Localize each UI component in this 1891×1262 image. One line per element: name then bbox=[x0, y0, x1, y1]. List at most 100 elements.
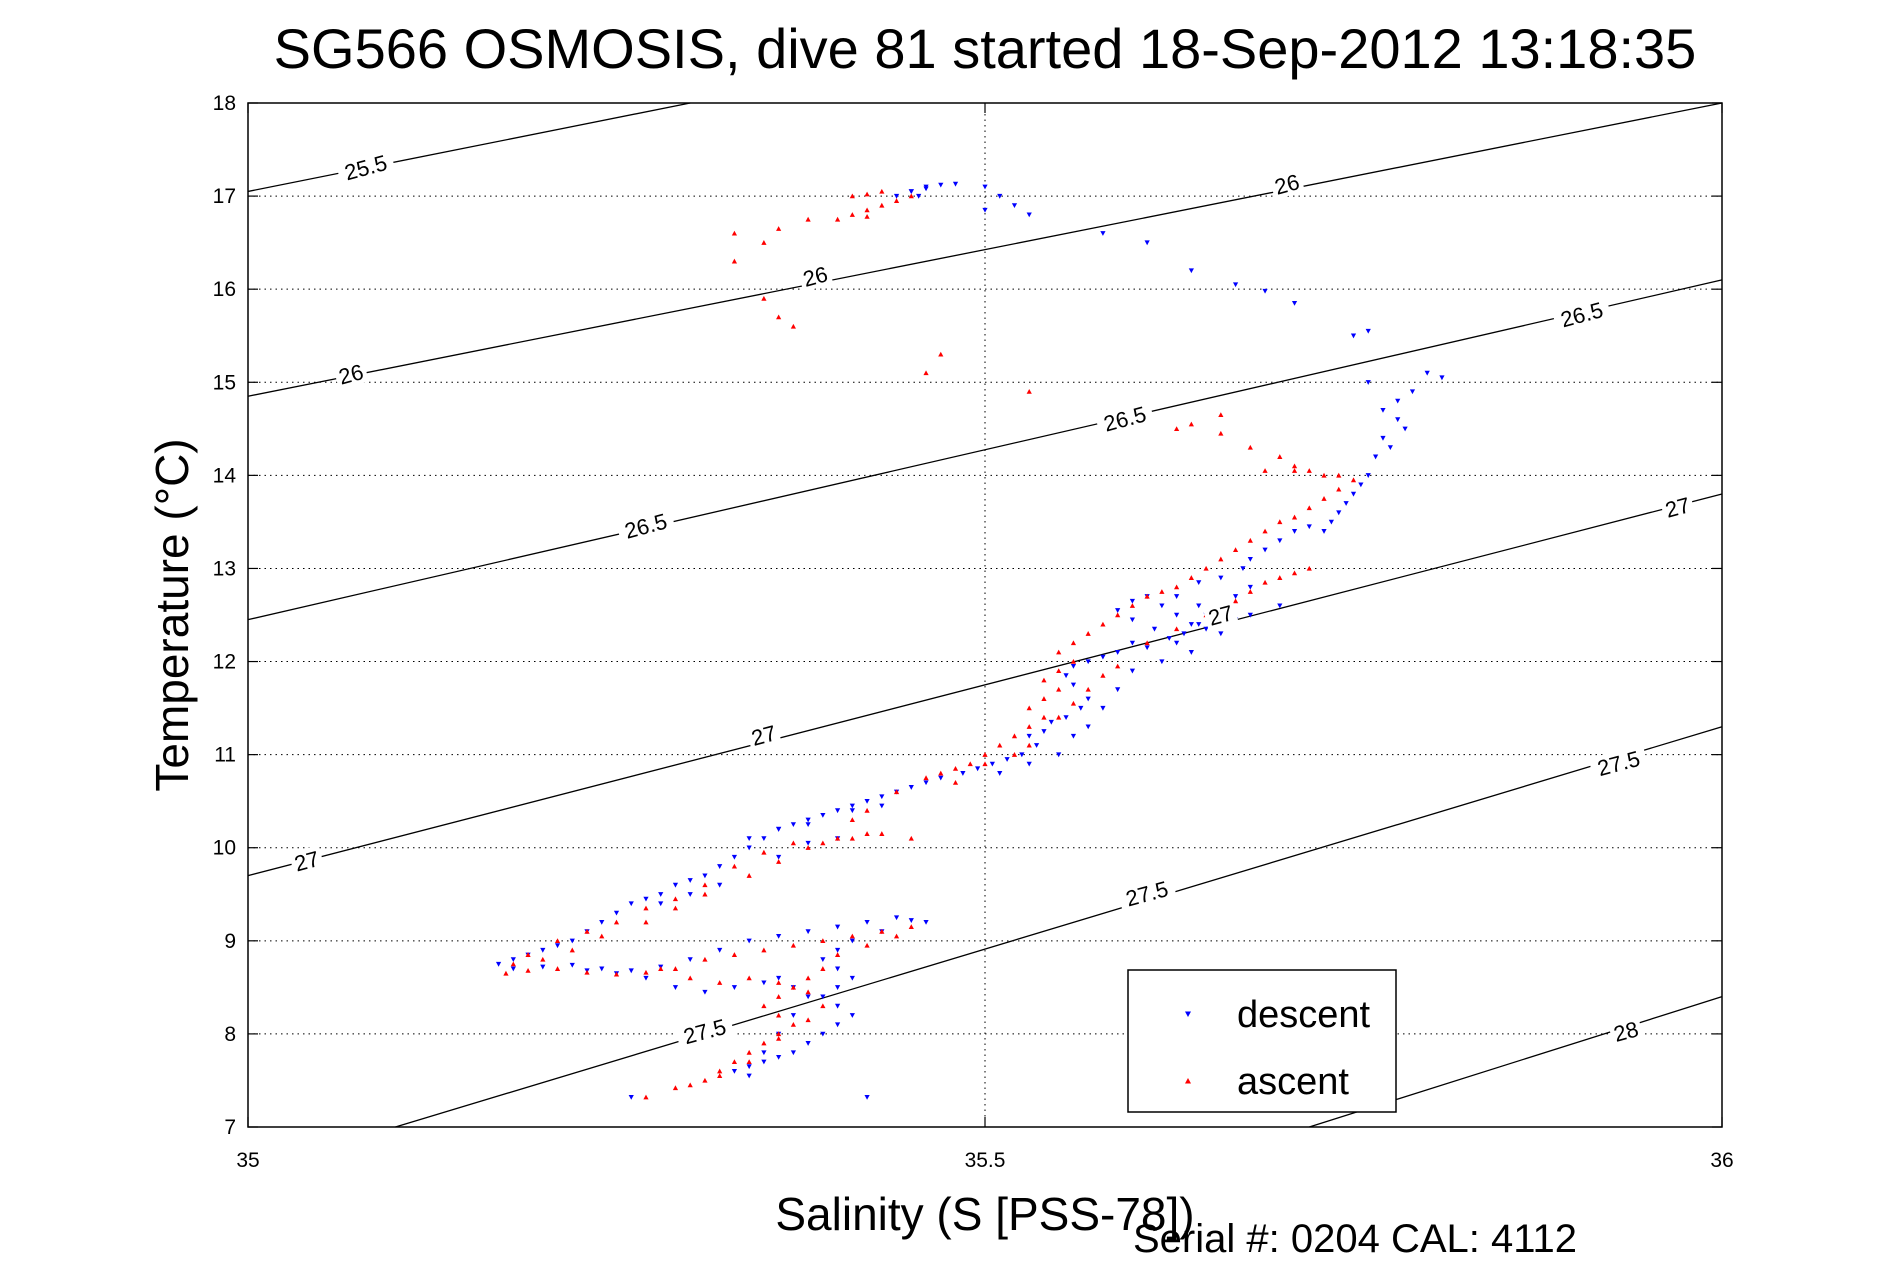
legend-marker-ascent bbox=[1185, 1078, 1191, 1084]
descent-point bbox=[746, 845, 752, 851]
ascent-point bbox=[643, 905, 649, 911]
density-contour-27 bbox=[247, 493, 1723, 877]
descent-point bbox=[672, 882, 679, 888]
descent-point bbox=[960, 771, 966, 776]
descent-point bbox=[643, 896, 649, 902]
y-axis-label: Temperature (°C) bbox=[146, 438, 198, 791]
ascent-point bbox=[1291, 468, 1298, 473]
descent-point bbox=[879, 794, 885, 800]
descent-point bbox=[1174, 594, 1180, 599]
ascent-point bbox=[790, 323, 796, 329]
ascent-point bbox=[1350, 477, 1357, 483]
x-tick-label: 35.5 bbox=[965, 1149, 1006, 1172]
ascent-point bbox=[1056, 649, 1062, 655]
chart-title: SG566 OSMOSIS, dive 81 started 18-Sep-20… bbox=[274, 17, 1697, 80]
descent-point bbox=[805, 817, 811, 823]
descent-series bbox=[495, 181, 1445, 1100]
ascent-point bbox=[938, 351, 944, 357]
descent-point bbox=[1343, 501, 1349, 506]
contour-label-backing bbox=[674, 1012, 735, 1050]
descent-point bbox=[717, 882, 723, 888]
legend-label-descent: descent bbox=[1237, 994, 1371, 1036]
ascent-point bbox=[849, 212, 855, 217]
descent-point bbox=[1373, 454, 1379, 460]
descent-point bbox=[1129, 598, 1135, 604]
descent-point bbox=[1402, 426, 1408, 432]
ascent-point bbox=[820, 966, 826, 971]
descent-point bbox=[1365, 380, 1371, 385]
ascent-point bbox=[776, 1012, 782, 1018]
descent-point bbox=[879, 803, 885, 809]
descent-point bbox=[1056, 752, 1062, 758]
descent-point bbox=[1395, 417, 1401, 423]
descent-point bbox=[1336, 510, 1342, 516]
descent-point bbox=[923, 920, 929, 925]
descent-point bbox=[569, 962, 575, 968]
descent-point bbox=[1277, 538, 1283, 544]
descent-point bbox=[761, 980, 767, 986]
ascent-point bbox=[1262, 579, 1268, 585]
ascent-point bbox=[1115, 663, 1121, 669]
descent-point bbox=[938, 182, 944, 188]
y-tick-label: 10 bbox=[213, 837, 236, 860]
ascent-point bbox=[687, 975, 693, 981]
descent-point bbox=[908, 189, 914, 195]
density-contour-26 bbox=[247, 102, 1723, 397]
descent-point bbox=[975, 766, 981, 772]
ascent-point bbox=[1277, 575, 1283, 580]
descent-point bbox=[1218, 631, 1224, 637]
descent-point bbox=[1321, 529, 1327, 534]
ascent-point bbox=[820, 1003, 826, 1009]
descent-point bbox=[746, 836, 752, 842]
descent-point bbox=[1247, 584, 1253, 590]
ascent-point bbox=[510, 961, 516, 967]
descent-point bbox=[1196, 603, 1202, 609]
ascent-point bbox=[702, 882, 708, 888]
contour-label-group: 27 bbox=[1659, 491, 1696, 523]
descent-point bbox=[1380, 435, 1386, 441]
y-tick-label: 12 bbox=[213, 651, 236, 674]
descent-point bbox=[776, 854, 782, 860]
contour-label-backing bbox=[615, 506, 676, 545]
descent-point bbox=[938, 775, 944, 781]
ascent-point bbox=[746, 873, 752, 878]
contour-label-backing bbox=[1202, 599, 1239, 631]
ascent-point bbox=[849, 193, 855, 199]
contour-label-backing bbox=[1588, 744, 1649, 782]
descent-point bbox=[776, 933, 782, 939]
ascent-point bbox=[540, 956, 546, 962]
ascent-point bbox=[1100, 621, 1106, 627]
contour-label-group: 26 bbox=[797, 260, 834, 292]
ascent-point bbox=[731, 1059, 738, 1065]
descent-point bbox=[1070, 664, 1077, 669]
descent-point bbox=[731, 1068, 738, 1074]
ascent-point bbox=[820, 840, 826, 846]
ascent-point bbox=[672, 896, 679, 902]
x-tick-label: 36 bbox=[1710, 1149, 1733, 1172]
ascent-point bbox=[761, 240, 767, 245]
descent-point bbox=[1365, 328, 1371, 334]
ascent-point bbox=[761, 295, 767, 301]
descent-point bbox=[761, 1050, 767, 1056]
ascent-point bbox=[1070, 640, 1077, 646]
ascent-point bbox=[761, 849, 767, 855]
descent-point bbox=[1129, 668, 1135, 674]
ascent-point bbox=[790, 840, 796, 846]
ascent-point bbox=[1144, 593, 1150, 599]
ascent-point bbox=[864, 831, 870, 836]
ascent-point bbox=[893, 198, 900, 203]
descent-point bbox=[1070, 682, 1077, 688]
ascent-point bbox=[1011, 733, 1018, 739]
descent-point bbox=[1306, 524, 1312, 530]
descent-point bbox=[835, 924, 841, 930]
ascent-point bbox=[1174, 426, 1180, 432]
descent-point bbox=[982, 207, 988, 213]
descent-point bbox=[1048, 719, 1054, 725]
descent-point bbox=[761, 836, 767, 842]
descent-point bbox=[1115, 608, 1121, 613]
ascent-point bbox=[687, 1082, 693, 1088]
ascent-point bbox=[1232, 547, 1239, 553]
ascent-point bbox=[569, 947, 575, 953]
descent-point bbox=[820, 994, 826, 1000]
descent-point bbox=[849, 938, 855, 944]
